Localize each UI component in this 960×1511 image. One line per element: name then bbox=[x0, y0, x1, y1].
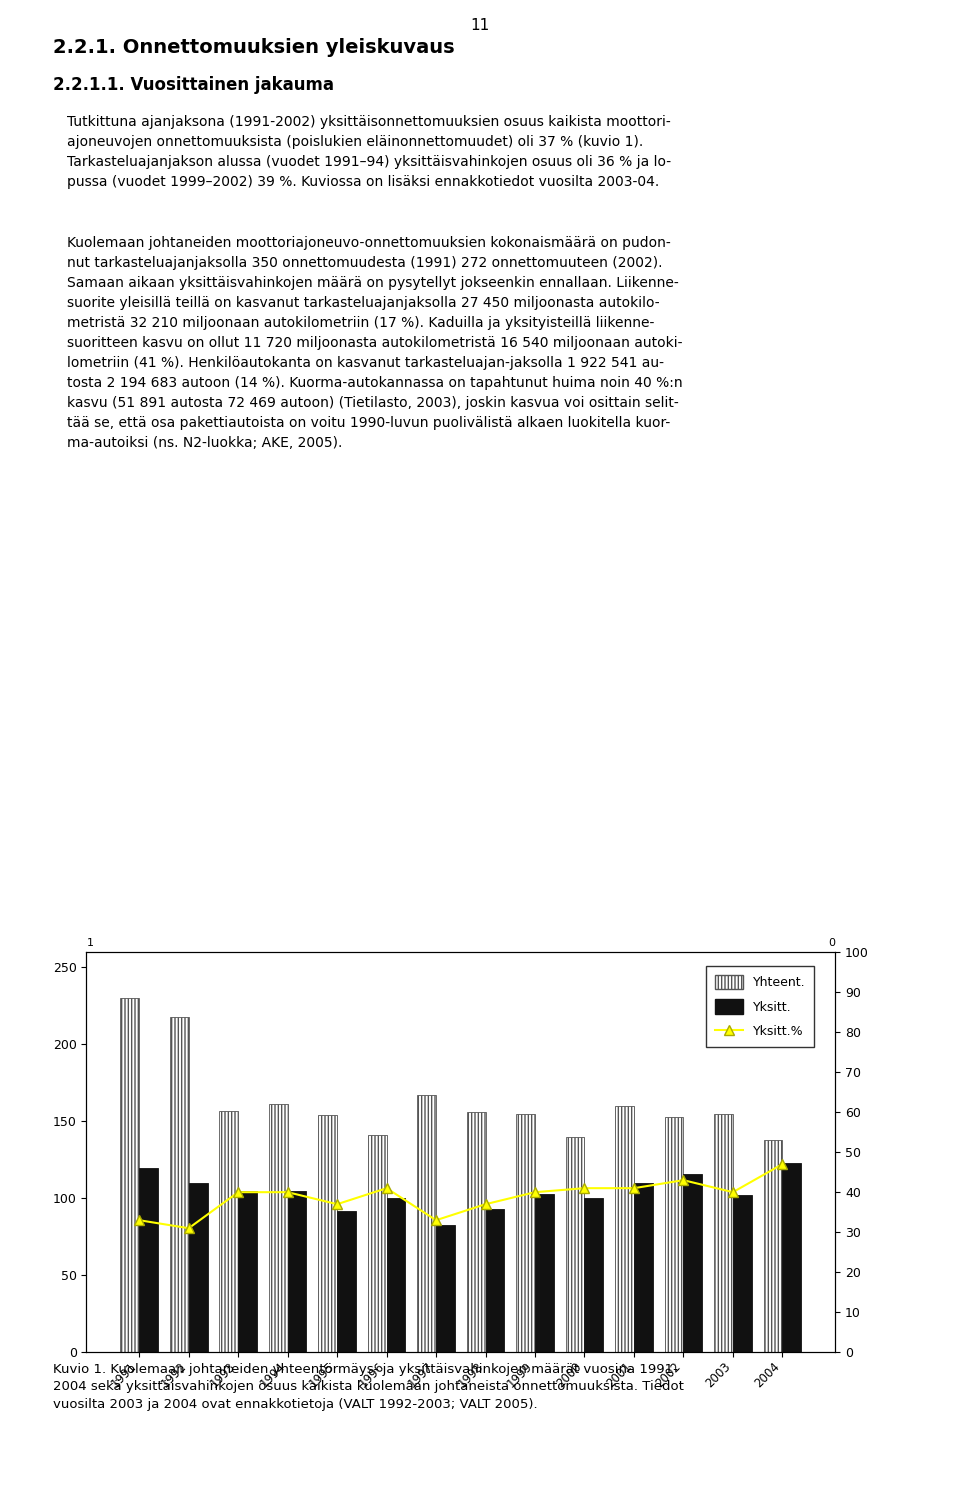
Bar bbox=[684, 1174, 702, 1352]
Text: Kuolemaan johtaneiden moottoriajoneuvo-onnettomuuksien kokonaismäärä on pudon-
n: Kuolemaan johtaneiden moottoriajoneuvo-o… bbox=[67, 236, 683, 450]
Text: 2.2.1.1. Vuosittainen jakauma: 2.2.1.1. Vuosittainen jakauma bbox=[53, 76, 334, 94]
Bar bbox=[170, 1017, 189, 1352]
Bar bbox=[220, 1111, 238, 1352]
Text: Kuvio 1. Kuolemaan johtaneiden yhteentörmäys- ja yksittäisvahinkojen määrät vuos: Kuvio 1. Kuolemaan johtaneiden yhteentör… bbox=[53, 1363, 684, 1411]
Bar bbox=[467, 1112, 486, 1352]
Bar bbox=[238, 1191, 257, 1352]
Bar bbox=[535, 1194, 554, 1352]
Bar bbox=[387, 1198, 405, 1352]
Bar bbox=[418, 1095, 436, 1352]
Bar bbox=[585, 1198, 603, 1352]
Bar bbox=[763, 1139, 782, 1352]
Text: 11: 11 bbox=[470, 18, 490, 33]
Text: 1: 1 bbox=[86, 938, 93, 947]
Bar bbox=[189, 1183, 207, 1352]
Bar bbox=[615, 1106, 634, 1352]
Legend: Yhteent., Yksitt., Yksitt.%: Yhteent., Yksitt., Yksitt.% bbox=[707, 966, 814, 1047]
Bar bbox=[782, 1163, 802, 1352]
Bar bbox=[486, 1209, 504, 1352]
Bar bbox=[565, 1136, 585, 1352]
Bar bbox=[368, 1135, 387, 1352]
Bar bbox=[732, 1195, 752, 1352]
Bar bbox=[269, 1105, 288, 1352]
Bar bbox=[664, 1117, 684, 1352]
Text: Tutkittuna ajanjaksona (1991-2002) yksittäisonnettomuuksien osuus kaikista moott: Tutkittuna ajanjaksona (1991-2002) yksit… bbox=[67, 115, 671, 189]
Text: 2.2.1. Onnettomuuksien yleiskuvaus: 2.2.1. Onnettomuuksien yleiskuvaus bbox=[53, 38, 454, 57]
Bar bbox=[714, 1114, 732, 1352]
Bar bbox=[319, 1115, 337, 1352]
Bar bbox=[120, 999, 139, 1352]
Bar bbox=[516, 1114, 535, 1352]
Bar bbox=[288, 1191, 306, 1352]
Bar bbox=[634, 1183, 653, 1352]
Bar bbox=[436, 1224, 455, 1352]
Bar bbox=[139, 1168, 158, 1352]
Text: 0: 0 bbox=[828, 938, 835, 947]
Bar bbox=[337, 1210, 356, 1352]
